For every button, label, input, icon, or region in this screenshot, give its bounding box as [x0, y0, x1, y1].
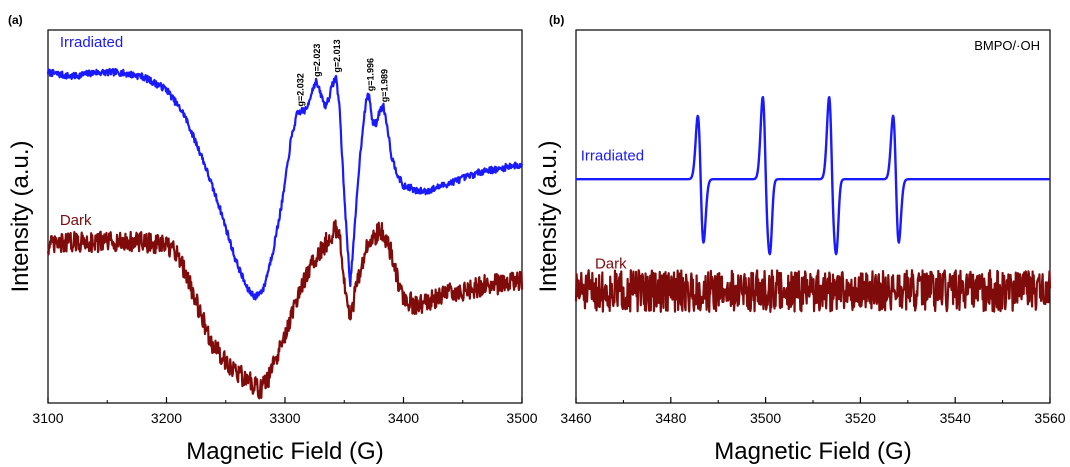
x-tick-label: 3200: [151, 410, 182, 426]
panel-b-y-axis-title: Intensity (a.u.): [535, 140, 562, 292]
x-tick-label: 3500: [750, 410, 781, 426]
panel-b-x-axis-title: Magnetic Field (G): [714, 438, 911, 465]
panel-b-label: (b): [549, 13, 564, 27]
panel-a-x-axis-title: Magnetic Field (G): [186, 438, 383, 465]
panel-b-plot-area: Irradiated Dark: [576, 97, 1050, 312]
panel-a-plot-frame: [48, 30, 522, 403]
g-value-annotation: g=2.013: [332, 39, 342, 72]
g-value-annotation: g=1.989: [380, 69, 390, 102]
g-value-annotation: g=1.996: [365, 58, 375, 91]
x-tick-label: 3560: [1034, 410, 1065, 426]
x-tick-label: 3480: [655, 410, 686, 426]
x-tick-label: 3400: [388, 410, 419, 426]
x-tick-label: 3500: [506, 410, 537, 426]
panel-a-label: (a): [8, 13, 23, 27]
x-tick-label: 3540: [940, 410, 971, 426]
g-value-annotation: g=2.032: [295, 73, 305, 106]
x-tick-label: 3460: [560, 410, 591, 426]
panel-b-x-ticks: 3460 3480 3500 3520 3540 3560: [560, 397, 1065, 426]
panel-a: (a) Irradiated Dark g=2.032 g=2.023 g=2.013 g…: [7, 13, 538, 465]
series-line-irradiated: [48, 69, 522, 299]
panel-b-plot-frame: [576, 30, 1050, 403]
x-tick-label: 3100: [32, 410, 63, 426]
panel-b-species-label: BMPO/·OH: [974, 38, 1040, 53]
panel-a-y-axis-title: Intensity (a.u.): [7, 140, 34, 292]
series-label-dark: Dark: [60, 212, 92, 229]
g-value-annotation: g=2.023: [312, 44, 322, 77]
series-label-dark: Dark: [595, 256, 627, 273]
series-label-irradiated: Irradiated: [581, 148, 644, 165]
series-line-irradiated: [576, 97, 1050, 254]
series-line-dark: [48, 220, 522, 398]
x-tick-label: 3300: [269, 410, 300, 426]
panel-a-x-ticks: 3100 3200 3300 3400 3500: [32, 397, 537, 426]
panel-a-plot-area: Irradiated Dark g=2.032 g=2.023 g=2.013 g=1.9…: [48, 34, 522, 398]
series-line-dark: [576, 270, 1050, 312]
x-tick-label: 3520: [845, 410, 876, 426]
series-label-irradiated: Irradiated: [60, 34, 123, 51]
